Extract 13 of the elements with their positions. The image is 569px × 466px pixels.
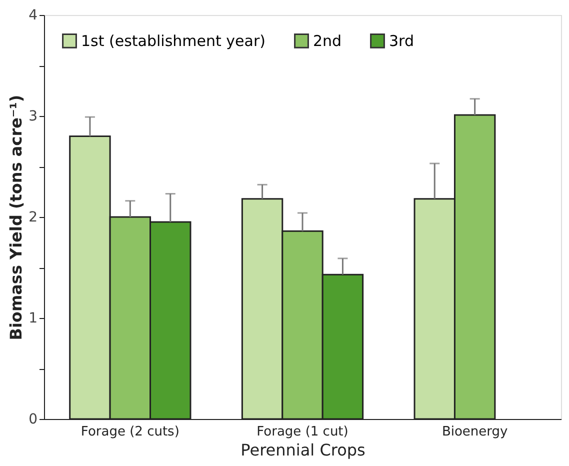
y-tick-label: 2: [28, 210, 38, 226]
y-tick-label: 0: [28, 412, 38, 428]
x-tick-label: Bioenergy: [442, 424, 508, 440]
x-axis-title: Perennial Crops: [240, 440, 366, 460]
legend-label: 2nd: [313, 32, 342, 50]
y-tick-label: 4: [28, 8, 38, 24]
legend-label: 3rd: [389, 32, 414, 50]
y-axis-title: Biomass Yield (tons acre⁻¹): [6, 94, 26, 340]
y-tick-label: 3: [28, 108, 38, 124]
legend-label: 1st (establishment year): [81, 32, 266, 50]
y-tick-label: 1: [28, 310, 38, 326]
x-tick-label: Forage (1 cut): [256, 424, 348, 440]
x-tick-label: Forage (2 cuts): [80, 424, 180, 440]
